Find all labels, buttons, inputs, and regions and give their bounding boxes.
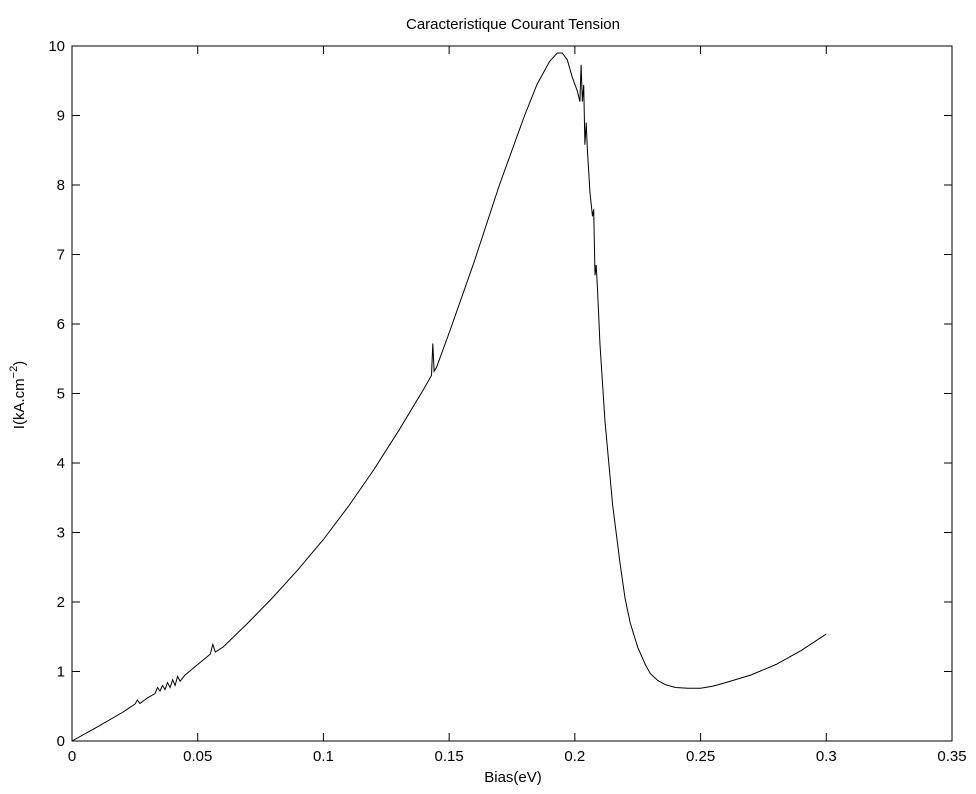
series-line: [71, 52, 827, 742]
y-axis-label-exponent: −2: [8, 366, 20, 379]
x-tick-label: 0.2: [564, 748, 585, 765]
y-axis-label-close: ): [11, 361, 28, 366]
x-tick-label: 0.05: [183, 748, 212, 765]
x-tick-label: 0.35: [937, 748, 966, 765]
x-tick-label: 0.3: [816, 748, 837, 765]
y-tick-label: 10: [48, 38, 65, 55]
x-axis-label: Bias(eV): [484, 769, 542, 786]
x-tick-label: 0.1: [313, 748, 334, 765]
y-tick-label: 3: [57, 525, 65, 542]
y-tick-label: 9: [57, 108, 65, 125]
y-tick-label: 5: [57, 386, 65, 403]
x-tick-label: 0.15: [435, 748, 464, 765]
chart-title: Caracteristique Courant Tension: [406, 16, 620, 33]
x-axis: 0 0.05 0.1 0.15 0.2 0.25 0.3 0.35: [68, 46, 967, 765]
x-tick-label: 0: [68, 748, 76, 765]
y-axis: 0 1 2 3 4 5 6 7 8 9 10: [48, 38, 952, 750]
y-tick-label: 2: [57, 594, 65, 611]
y-axis-label: I(kA.cm−2): [8, 361, 28, 429]
y-tick-label: 1: [57, 664, 65, 681]
y-tick-label: 8: [57, 177, 65, 194]
y-tick-label: 6: [57, 316, 65, 333]
y-tick-label: 0: [57, 733, 65, 750]
plot-area: [71, 45, 953, 742]
y-tick-label: 4: [57, 455, 65, 472]
y-tick-label: 7: [57, 247, 65, 264]
y-axis-label-main: I(kA.cm: [11, 378, 28, 429]
x-tick-label: 0.25: [686, 748, 715, 765]
